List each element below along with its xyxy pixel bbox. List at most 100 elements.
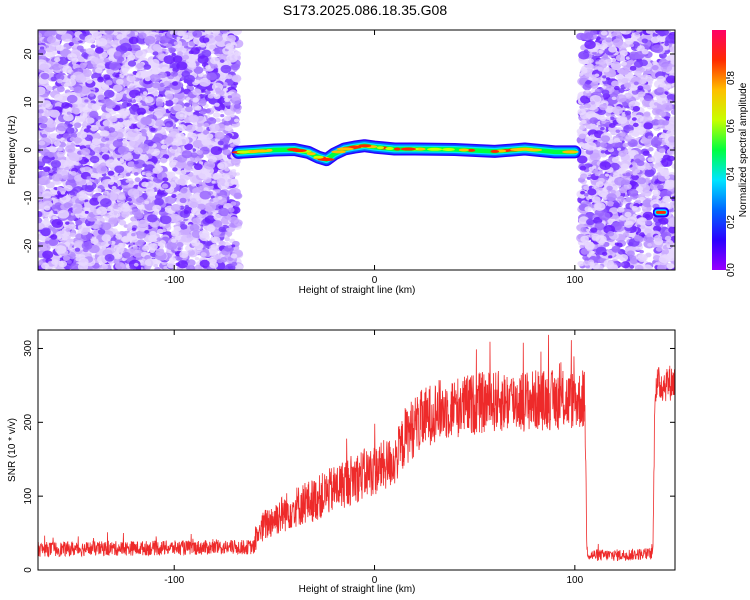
noise-speck <box>75 256 82 262</box>
noise-speck <box>133 160 139 165</box>
noise-speck <box>197 55 209 64</box>
noise-speck <box>137 239 145 245</box>
noise-speck <box>233 118 240 123</box>
noise-speck <box>90 238 99 245</box>
noise-speck <box>224 174 230 179</box>
noise-speck <box>69 191 76 196</box>
noise-speck <box>140 128 147 134</box>
noise-speck <box>79 113 88 119</box>
noise-speck <box>209 123 220 132</box>
noise-speck <box>166 261 176 269</box>
noise-speck <box>625 197 632 203</box>
noise-speck <box>135 70 147 79</box>
noise-speck <box>152 204 162 212</box>
noise-speck <box>116 34 124 40</box>
noise-speck <box>46 36 56 44</box>
noise-speck <box>175 221 181 226</box>
noise-speck <box>155 249 165 256</box>
noise-speck <box>225 43 235 50</box>
noise-speck <box>222 149 231 156</box>
noise-speck <box>45 47 52 53</box>
noise-speck <box>140 262 146 266</box>
noise-speck <box>66 94 78 104</box>
noise-speck <box>104 30 115 35</box>
noise-speck <box>91 138 101 146</box>
noise-speck <box>56 86 65 93</box>
noise-speck <box>125 179 130 183</box>
noise-speck <box>199 190 212 200</box>
noise-speck <box>212 197 219 203</box>
noise-speck <box>135 230 147 240</box>
noise-speck <box>201 137 212 146</box>
noise-speck <box>41 262 50 270</box>
noise-speck <box>161 66 169 72</box>
noise-speck <box>150 127 156 132</box>
noise-speck <box>223 124 233 132</box>
noise-speck <box>100 222 112 231</box>
noise-speck <box>213 202 218 206</box>
noise-speck <box>83 62 88 66</box>
noise-speck <box>56 122 68 132</box>
noise-speck <box>165 123 171 128</box>
noise-speck <box>85 117 95 124</box>
noise-speck <box>210 146 223 156</box>
noise-speck <box>127 60 137 67</box>
noise-speck <box>105 100 116 109</box>
noise-speck <box>605 112 612 117</box>
noise-speck <box>189 266 194 270</box>
noise-speck <box>38 115 48 124</box>
noise-speck <box>214 131 225 140</box>
noise-speck <box>176 61 188 71</box>
noise-speck <box>229 222 236 228</box>
noise-speck <box>185 106 193 113</box>
noise-speck <box>213 93 221 100</box>
noise-speck <box>120 42 132 52</box>
noise-speck <box>200 209 207 215</box>
noise-speck <box>192 217 201 225</box>
noise-speck <box>81 69 93 78</box>
noise-speck <box>42 250 54 260</box>
noise-speck <box>184 204 190 209</box>
noise-speck <box>114 50 122 57</box>
noise-speck <box>46 120 57 128</box>
noise-speck <box>62 65 73 73</box>
noise-speck <box>41 227 51 235</box>
noise-speck <box>65 227 71 232</box>
noise-speck <box>38 109 44 114</box>
noise-speck <box>55 245 67 254</box>
noise-speck <box>38 210 43 218</box>
noise-speck <box>172 167 178 172</box>
noise-speck <box>62 175 69 180</box>
noise-speck <box>79 167 86 172</box>
noise-speck <box>58 64 64 69</box>
noise-speck <box>227 245 232 249</box>
noise-speck <box>55 73 65 81</box>
noise-speck <box>164 99 174 107</box>
noise-speck <box>47 151 55 158</box>
noise-speck <box>188 199 199 208</box>
noise-speck <box>233 192 243 200</box>
noise-speck <box>624 194 629 198</box>
noise-speck <box>152 136 161 143</box>
noise-speck <box>647 146 654 152</box>
noise-speck <box>187 237 192 241</box>
noise-speck <box>112 204 119 210</box>
noise-speck <box>43 205 51 211</box>
noise-speck <box>177 51 184 56</box>
noise-speck <box>211 236 221 244</box>
noise-speck <box>81 52 89 58</box>
noise-speck <box>227 207 235 213</box>
noise-speck <box>198 181 203 185</box>
noise-speck <box>111 185 117 190</box>
noise-speck <box>70 74 77 80</box>
noise-speck <box>90 127 97 132</box>
noise-speck <box>129 265 135 270</box>
noise-speck <box>131 208 141 216</box>
noise-speck <box>170 71 178 77</box>
noise-speck <box>187 249 199 258</box>
noise-speck <box>218 226 226 233</box>
noise-speck <box>123 153 134 161</box>
chart-title: S173.2025.086.18.35.G08 <box>283 2 447 18</box>
noise-speck <box>225 74 233 80</box>
